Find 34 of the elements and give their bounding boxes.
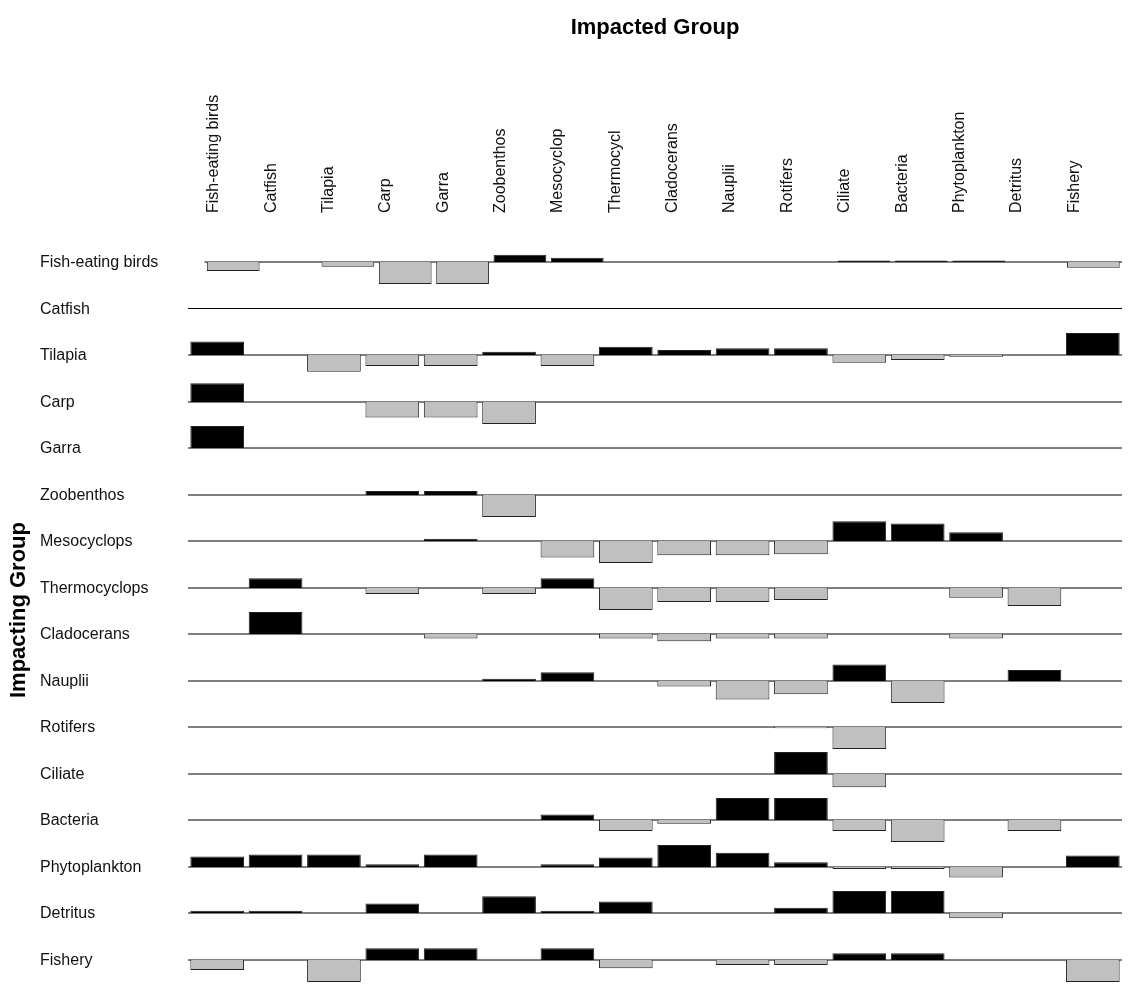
x-tick-label: Catfish bbox=[261, 163, 279, 213]
chart-title: Impacted Group bbox=[569, 14, 741, 40]
x-tick-label: Thermocycl bbox=[605, 130, 623, 213]
y-axis-title: Rotifers bbox=[40, 718, 96, 736]
y-axis-title: Garra bbox=[40, 439, 81, 457]
x-tick-label: Bacteria bbox=[892, 154, 910, 213]
x-tick-label: Cladocerans bbox=[663, 123, 681, 213]
x-tick-label: Rotifers bbox=[777, 157, 795, 213]
x-tick-label: Ciliate bbox=[835, 168, 853, 213]
y-axis-title: Thermocyclops bbox=[40, 578, 149, 597]
y-axis-title: Ciliate bbox=[40, 764, 85, 783]
y-axis-title: Detritus bbox=[40, 904, 96, 922]
y-axis-title: Nauplii bbox=[40, 671, 89, 690]
y-axis-title: Tilapia bbox=[40, 346, 87, 364]
text: Catfish bbox=[40, 299, 90, 318]
x-tick-label: Tilapia bbox=[319, 166, 337, 213]
x-tick-label: Garra bbox=[433, 172, 451, 213]
x-tick-label: Fish-eating birds bbox=[204, 94, 222, 213]
y-axis-title: Bacteria bbox=[40, 811, 99, 829]
x-tick-label: Zoobenthos bbox=[491, 128, 509, 213]
y-axis-title: Mesocyclops bbox=[40, 532, 133, 550]
x-tick-label: Phytoplankton bbox=[949, 111, 967, 213]
y-axis-title: Carp bbox=[40, 392, 75, 411]
y-axis-title: Phytoplankton bbox=[40, 857, 142, 876]
x-tick-label: Carp bbox=[376, 178, 394, 213]
x-tick-label: Fishery bbox=[1064, 160, 1082, 213]
y-axis-title: Fish-eating birds bbox=[40, 253, 159, 271]
x-tick-label: Nauplii bbox=[720, 164, 738, 213]
y-axis-title: Fishery bbox=[40, 950, 93, 969]
x-tick-label: Mesocyclop bbox=[548, 128, 566, 213]
y-axis-title: Zoobenthos bbox=[40, 485, 125, 504]
text: Impacting Group bbox=[5, 522, 31, 698]
y-axis-title: Cladocerans bbox=[40, 625, 130, 643]
x-tick-label: Detritus bbox=[1007, 157, 1025, 213]
